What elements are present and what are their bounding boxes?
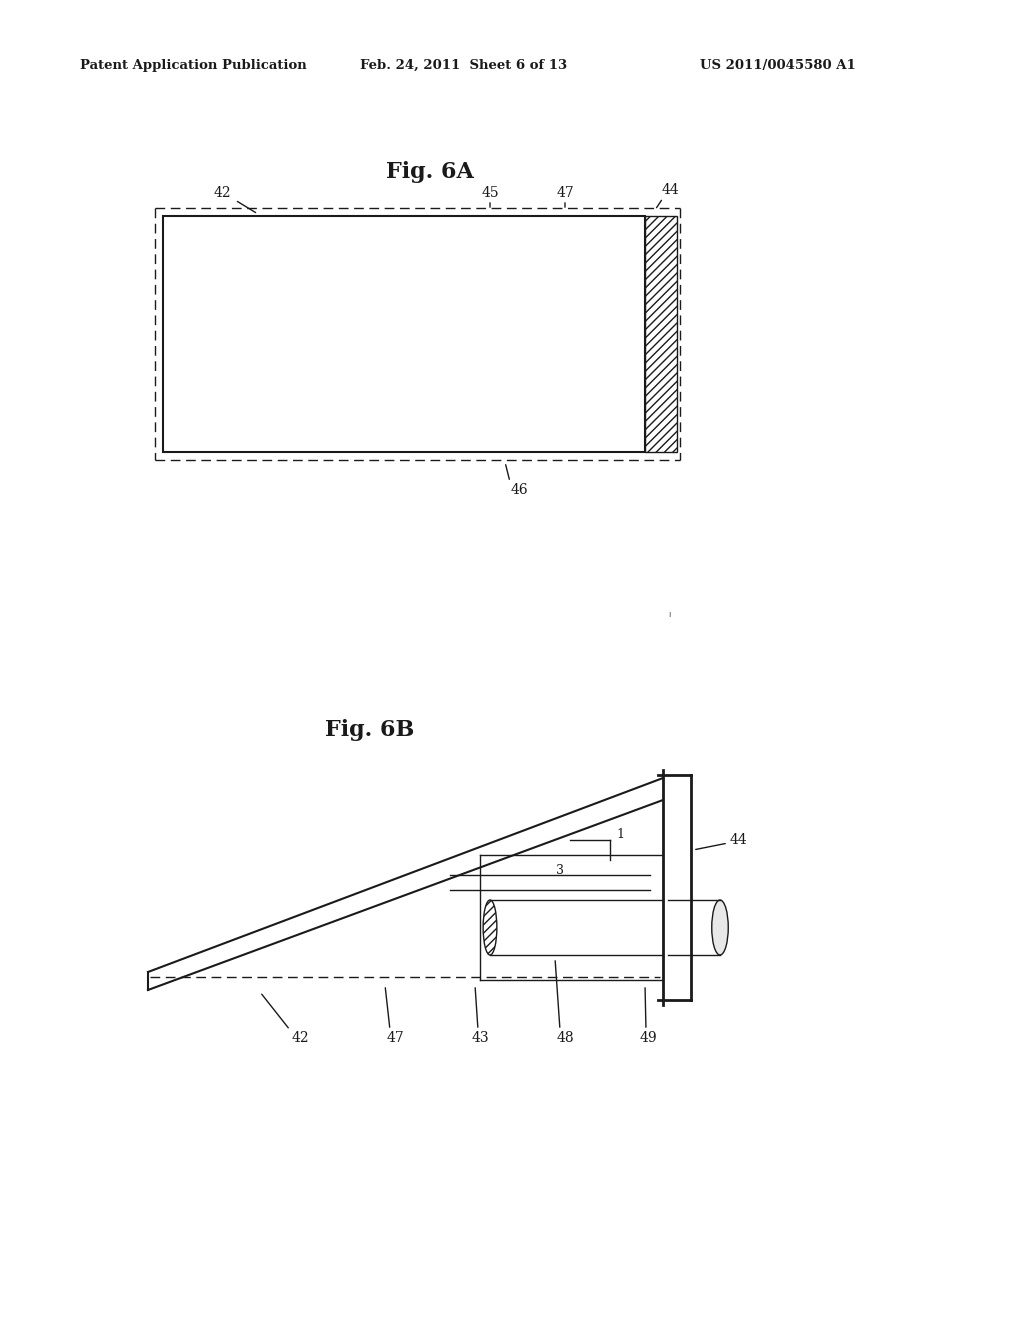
Text: 48: 48 [556,1031,573,1045]
Text: Patent Application Publication: Patent Application Publication [80,58,307,71]
Text: ': ' [668,611,673,630]
Text: Fig. 6A: Fig. 6A [386,161,474,183]
Text: 1: 1 [616,829,624,842]
Text: Fig. 6B: Fig. 6B [326,719,415,741]
Text: Feb. 24, 2011  Sheet 6 of 13: Feb. 24, 2011 Sheet 6 of 13 [360,58,567,71]
Text: US 2011/0045580 A1: US 2011/0045580 A1 [700,58,856,71]
Text: 3: 3 [556,863,564,876]
Text: 42: 42 [213,186,230,201]
Text: 47: 47 [556,186,573,201]
Text: 47: 47 [386,1031,403,1045]
Text: 42: 42 [291,1031,309,1045]
Text: 49: 49 [639,1031,656,1045]
Text: 44: 44 [662,183,679,197]
Bar [645,216,677,451]
Ellipse shape [712,900,728,954]
Text: 44: 44 [730,833,748,847]
Text: 45: 45 [481,186,499,201]
Text: 43: 43 [471,1031,488,1045]
Text: 46: 46 [510,483,527,498]
Ellipse shape [483,900,497,954]
Bar [163,216,645,451]
